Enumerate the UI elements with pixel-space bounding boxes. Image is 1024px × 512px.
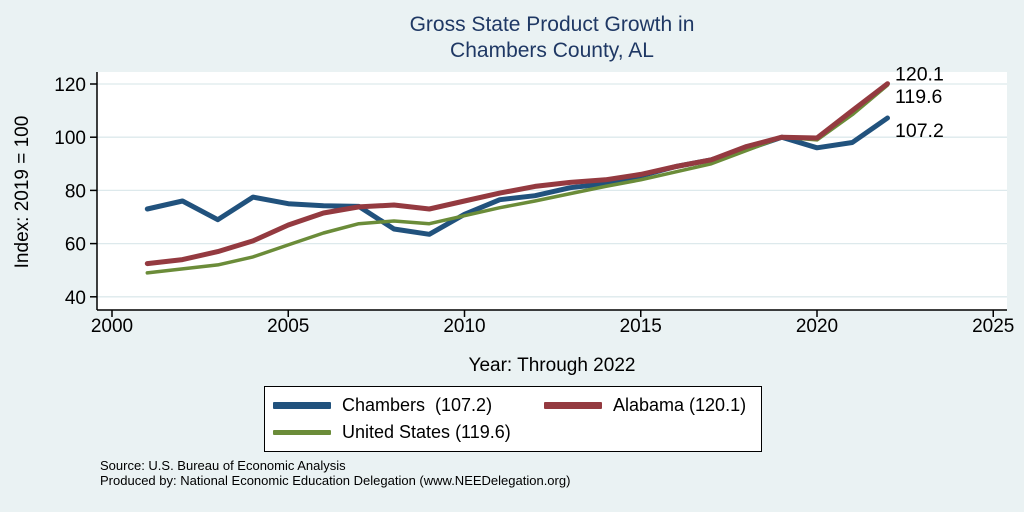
x-tick-label: 2020 (796, 316, 838, 337)
legend-swatch-united-states (273, 430, 331, 435)
legend: Chambers (107.2) Alabama (120.1) United St… (264, 386, 762, 452)
legend-swatch-chambers (273, 402, 331, 409)
legend-label: Chambers (107.2) (342, 395, 493, 415)
x-tick-label: 2015 (620, 316, 662, 337)
chart-title: Gross State Product Growth in Chambers C… (97, 12, 1007, 64)
y-tick-label: 40 (65, 288, 86, 309)
legend-item-united-states: United States (119.6) (273, 422, 544, 443)
legend-label: United States (119.6) (342, 422, 511, 442)
legend-item-chambers: Chambers (107.2) (273, 395, 544, 416)
x-tick-label: 2005 (267, 316, 309, 337)
chart-title-line1: Gross State Product Growth in (409, 13, 695, 36)
y-axis-title: Index: 2019 = 100 (12, 115, 33, 269)
y-tick-label: 100 (54, 128, 86, 149)
end-value-label-united-states: 119.6 (895, 86, 942, 108)
legend-item-alabama: Alabama (120.1) (544, 395, 753, 416)
chart-title-line2: Chambers County, AL (450, 39, 654, 62)
y-tick-label: 120 (54, 75, 86, 96)
x-tick-label: 2000 (91, 316, 133, 337)
x-tick-label: 2025 (972, 316, 1014, 337)
y-tick-label: 80 (65, 181, 86, 202)
y-tick-label: 60 (65, 235, 86, 256)
end-value-label-chambers: 107.2 (895, 120, 944, 142)
produced-by-line: Produced by: National Economic Education… (100, 473, 571, 488)
x-tick-label: 2010 (443, 316, 485, 337)
legend-swatch-alabama (544, 402, 602, 409)
series-line-alabama (144, 81, 890, 267)
end-value-label-alabama: 120.1 (895, 64, 944, 86)
source-note: Source: U.S. Bureau of Economic Analysis… (100, 458, 570, 488)
source-line: Source: U.S. Bureau of Economic Analysis (100, 458, 346, 473)
legend-label: Alabama (120.1) (613, 395, 747, 415)
x-axis-title: Year: Through 2022 (468, 355, 636, 376)
